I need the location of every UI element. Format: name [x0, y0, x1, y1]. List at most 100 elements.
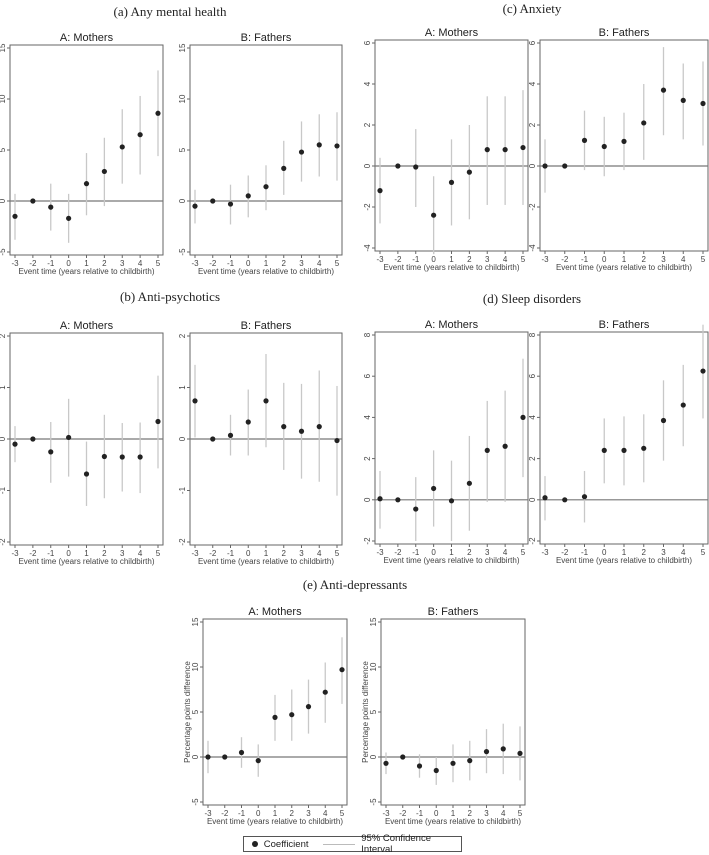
- coefficient-point: [448, 179, 455, 185]
- y-tick-label: 2: [363, 456, 372, 461]
- coefficient-point: [101, 168, 107, 175]
- y-tick-label: 0: [528, 163, 537, 168]
- coefficient-point: [12, 441, 18, 447]
- y-axis-label: Percentage points difference: [361, 661, 370, 763]
- panel-subtitle: B: Fathers: [599, 319, 650, 331]
- y-tick-label: -2: [528, 203, 537, 211]
- x-tick-label: 4: [138, 259, 143, 268]
- y-tick-label: 0: [363, 497, 372, 502]
- chart-title: (a) Any mental health: [114, 4, 227, 19]
- coefficient-point: [30, 198, 36, 204]
- x-tick-label: -2: [209, 549, 217, 558]
- coefficient-point: [395, 497, 401, 503]
- x-tick-label: -1: [412, 255, 420, 264]
- x-tick-label: -1: [227, 549, 235, 558]
- coefficient-point: [298, 149, 305, 155]
- coefficient-point: [502, 443, 508, 449]
- y-tick-label: -4: [363, 244, 372, 252]
- coefficient-point: [484, 447, 490, 453]
- x-axis-label: Event time (years relative to childbirth…: [383, 556, 519, 565]
- coefficient-point: [502, 147, 508, 153]
- y-tick-label: 0: [178, 436, 187, 441]
- coefficient-point: [416, 763, 423, 769]
- x-tick-label: -3: [11, 259, 19, 268]
- y-tick-label: 0: [191, 754, 200, 759]
- y-tick-label: 2: [0, 333, 7, 338]
- coefficient-point: [680, 402, 686, 408]
- x-axis-label: Event time (years relative to childbirth…: [556, 263, 692, 272]
- x-tick-label: 5: [521, 255, 526, 264]
- x-tick-label: 3: [661, 255, 666, 264]
- x-tick-label: -3: [191, 259, 199, 268]
- coefficient-point: [263, 398, 269, 404]
- x-tick-label: 4: [501, 809, 506, 818]
- y-tick-label: 10: [178, 94, 187, 103]
- x-tick-label: 0: [246, 259, 251, 268]
- coefficient-point: [66, 434, 72, 441]
- x-tick-label: 1: [84, 549, 89, 558]
- coefficient-point: [601, 447, 607, 453]
- x-tick-label: -1: [412, 548, 420, 557]
- coefficient-point: [700, 368, 706, 374]
- coefficient-point: [238, 749, 245, 756]
- y-tick-label: -5: [0, 248, 7, 256]
- y-tick-label: -2: [528, 537, 537, 545]
- x-axis-label: Event time (years relative to childbirth…: [556, 556, 692, 565]
- x-tick-label: 4: [503, 548, 508, 557]
- y-tick-label: 0: [0, 436, 7, 441]
- coefficient-point: [520, 414, 526, 420]
- legend-coefficient: Coefficient: [263, 838, 309, 850]
- y-tick-label: 4: [528, 415, 537, 420]
- coefficient-point: [680, 97, 686, 103]
- y-tick-label: -1: [178, 486, 187, 494]
- coefficient-point: [334, 143, 340, 149]
- x-tick-label: 3: [306, 809, 311, 818]
- x-tick-label: -3: [11, 549, 19, 558]
- x-tick-label: -2: [209, 259, 217, 268]
- x-tick-label: -3: [204, 809, 212, 818]
- coefficient-point: [222, 754, 228, 760]
- x-tick-label: -3: [541, 255, 549, 264]
- coefficient-point: [83, 181, 90, 187]
- x-tick-label: 3: [485, 548, 490, 557]
- y-tick-label: 0: [178, 198, 187, 203]
- x-tick-label: -2: [561, 255, 569, 264]
- y-tick-label: 1: [0, 385, 7, 390]
- coefficient-point: [245, 193, 251, 199]
- y-tick-label: 4: [528, 81, 537, 86]
- x-tick-label: 1: [451, 809, 456, 818]
- y-tick-label: 6: [528, 373, 537, 378]
- x-tick-label: 2: [102, 259, 107, 268]
- x-tick-label: 1: [84, 259, 89, 268]
- coefficient-point: [383, 760, 389, 766]
- coefficient-point: [641, 445, 647, 451]
- coefficient-point: [466, 169, 472, 175]
- y-tick-label: 10: [369, 662, 378, 671]
- coefficient-point: [298, 428, 305, 434]
- x-tick-label: -3: [376, 255, 384, 264]
- x-tick-label: 2: [642, 548, 647, 557]
- coefficient-point: [484, 147, 490, 153]
- coefficient-point: [581, 137, 588, 143]
- coefficient-point: [305, 704, 312, 710]
- panel-subtitle: B: Fathers: [599, 27, 650, 39]
- panel-fathers: B: Fathers -2 0 2 4 6 8 -3 -2 -1 0 1 2 3 4 5 Event time …: [528, 319, 709, 565]
- coefficient-point: [431, 212, 437, 218]
- coefficient-point: [263, 184, 269, 190]
- x-tick-label: 3: [120, 549, 125, 558]
- coefficient-point: [316, 424, 322, 430]
- x-tick-label: 1: [622, 255, 627, 264]
- x-tick-label: -2: [29, 259, 37, 268]
- x-tick-label: 1: [449, 548, 454, 557]
- x-tick-label: 1: [622, 548, 627, 557]
- y-axis-label: Percentage points difference: [183, 661, 192, 763]
- y-tick-label: 15: [369, 617, 378, 626]
- coefficient-point: [245, 419, 251, 425]
- y-tick-label: 8: [363, 332, 372, 337]
- coefficient-point: [210, 198, 216, 204]
